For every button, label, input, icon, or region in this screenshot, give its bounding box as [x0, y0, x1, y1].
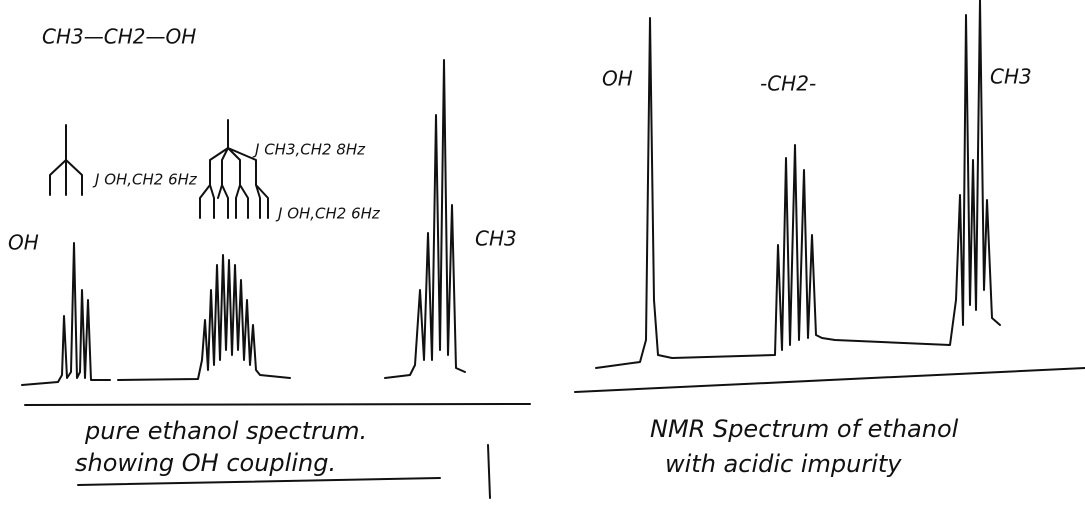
- formula: CH3—CH2—OH: [42, 25, 196, 49]
- caption: NMR Spectrum of ethanol: [650, 415, 959, 443]
- peak-label: CH3: [475, 227, 517, 251]
- page: CH3—CH2—OH J OH,CH2 6Hz J CH3,CH2 8Hz J …: [0, 0, 1085, 505]
- caption: pure ethanol spectrum.: [84, 417, 367, 445]
- coupling-label: J OH,CH2 6Hz: [275, 205, 381, 223]
- peak-label: CH3: [990, 65, 1032, 89]
- spectrum: [22, 60, 530, 405]
- caption: showing OH coupling.: [75, 449, 336, 477]
- spectrum: [575, 0, 1085, 392]
- coupling-label: J OH,CH2 6Hz: [92, 171, 198, 189]
- sketch: CH3—CH2—OH J OH,CH2 6Hz J CH3,CH2 8Hz J …: [0, 0, 1085, 505]
- peak-label: OH: [8, 231, 39, 255]
- peak-label: OH: [602, 67, 633, 91]
- coupling-label: J CH3,CH2 8Hz: [252, 141, 366, 159]
- caption: with acidic impurity: [665, 450, 902, 478]
- peak-label: -CH2-: [760, 72, 816, 96]
- splitting-tree: [50, 120, 268, 218]
